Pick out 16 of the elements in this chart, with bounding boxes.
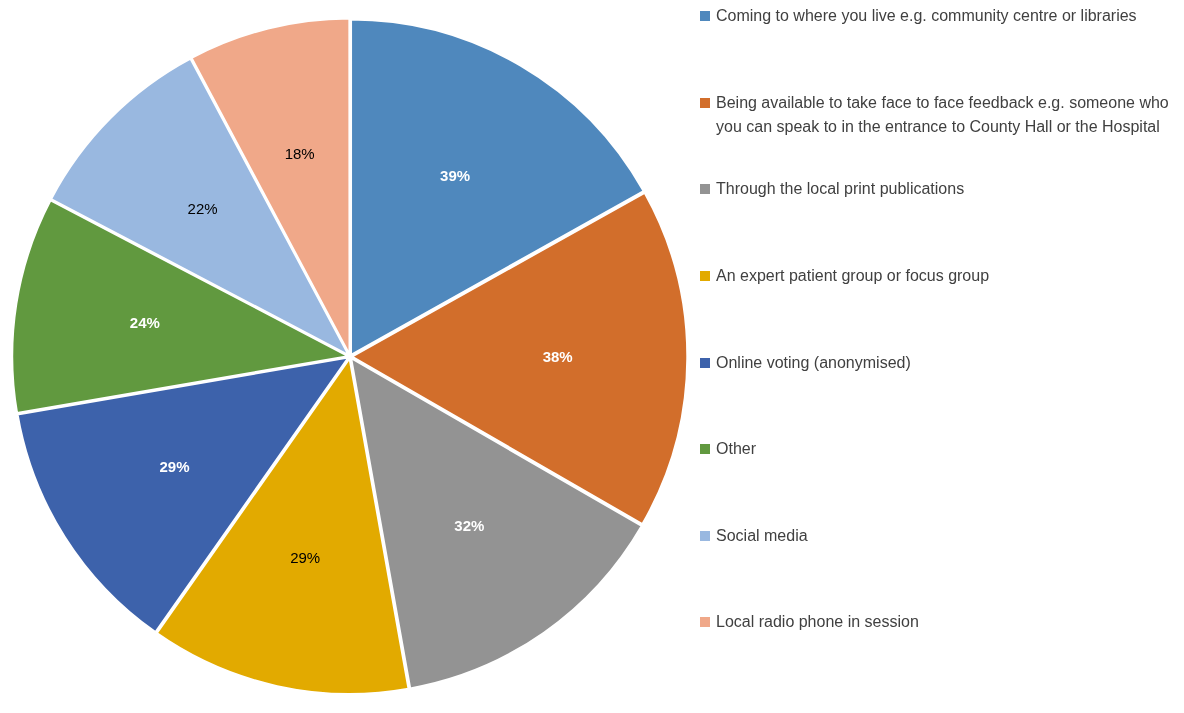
legend-label: Coming to where you live e.g. community centre or libraries (716, 6, 1137, 26)
legend-label: An expert patient group or focus group (716, 265, 990, 286)
data-label: 38% (542, 348, 573, 366)
legend-label: Local radio phone in session (716, 612, 919, 633)
data-label: 24% (129, 314, 160, 332)
data-label: 22% (187, 200, 218, 218)
data-label: 39% (440, 167, 471, 185)
legend-label: Online voting (anonymised) (716, 352, 911, 373)
legend-label: Social media (716, 525, 808, 546)
data-label: 32% (454, 516, 485, 534)
data-label: 18% (284, 145, 315, 163)
data-label: 29% (290, 549, 321, 567)
data-label: 29% (159, 457, 190, 475)
legend-label: Through the local print publications (716, 179, 965, 200)
legend-label: Other (716, 439, 757, 460)
legend-label: Being available to take face to face feedback e.g. someone who you can speak to in the entrance to County Hall or the Hospital (716, 92, 1170, 137)
